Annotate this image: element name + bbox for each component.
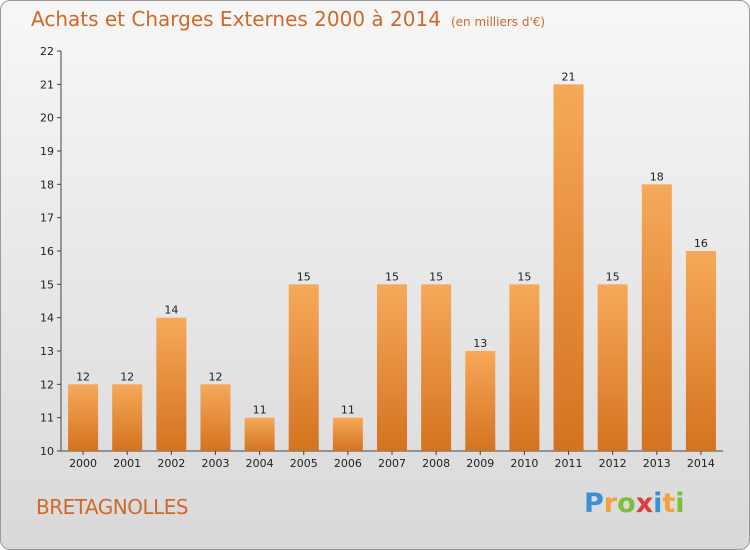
x-tick-label: 2001 [113, 457, 141, 470]
bar-2011 [553, 84, 584, 451]
logo-letter: r [603, 488, 618, 519]
place-name: BRETAGNOLLES [36, 495, 189, 519]
chart-subtitle: (en milliers d'€) [450, 15, 546, 29]
chart-bars [68, 84, 716, 452]
y-tick-label: 11 [40, 412, 54, 425]
data-label: 16 [694, 237, 708, 250]
data-label: 15 [429, 270, 443, 283]
y-tick-label: 22 [40, 45, 54, 58]
y-tick-label: 10 [40, 445, 54, 458]
logo-letter: P [584, 488, 604, 519]
y-tick-label: 14 [40, 312, 54, 325]
x-tick-label: 2005 [290, 457, 318, 470]
x-tick-label: 2013 [643, 457, 671, 470]
bar-2009 [465, 351, 496, 451]
bar-2005 [288, 284, 319, 451]
chart-data-labels: 12 12 14 12 11 15 11 15 15 13 15 21 15 18 16 [76, 70, 708, 416]
data-label: 15 [517, 270, 531, 283]
x-tick-label: 2012 [599, 457, 627, 470]
y-tick-label: 17 [40, 212, 54, 225]
bar-2010 [509, 284, 540, 451]
x-tick-label: 2006 [334, 457, 362, 470]
bar-2012 [597, 284, 628, 451]
data-label: 15 [385, 270, 399, 283]
x-tick-label: 2004 [246, 457, 274, 470]
logo-letter: o [617, 488, 636, 519]
bar-2002 [156, 317, 187, 451]
x-tick-label: 2011 [555, 457, 583, 470]
y-tick-label: 16 [40, 245, 54, 258]
logo-letter: x [635, 488, 654, 519]
data-label: 14 [164, 304, 178, 317]
x-tick-label: 2007 [378, 457, 406, 470]
x-tick-label: 2009 [466, 457, 494, 470]
y-tick-label: 13 [40, 345, 54, 358]
chart-axes: 10 11 12 13 14 15 16 17 18 19 20 21 22 2000 2001 2002 20… [40, 45, 723, 470]
bar-2001 [112, 384, 143, 451]
bar-2003 [200, 384, 231, 451]
chart-title: Achats et Charges Externes 2000 à 2014 (e… [31, 7, 545, 31]
x-tick-label: 2008 [422, 457, 450, 470]
x-tick-label: 2014 [687, 457, 715, 470]
bar-2000 [68, 384, 99, 451]
bar-2013 [641, 184, 672, 452]
y-tick-label: 18 [40, 178, 54, 191]
logo-letter: i [653, 488, 663, 519]
data-label: 11 [253, 404, 267, 417]
data-label: 18 [650, 170, 664, 183]
data-label: 12 [120, 370, 134, 383]
bar-2008 [421, 284, 452, 451]
logo-letter: t [662, 488, 676, 519]
data-label: 11 [341, 404, 355, 417]
x-tick-label: 2000 [69, 457, 97, 470]
x-tick-label: 2010 [510, 457, 538, 470]
bar-2014 [685, 251, 716, 451]
x-tick-label: 2003 [201, 457, 229, 470]
y-tick-label: 20 [40, 112, 54, 125]
data-label: 13 [473, 337, 487, 350]
y-tick-label: 12 [40, 378, 54, 391]
y-tick-label: 15 [40, 278, 54, 291]
proxiti-logo: Proxiti [584, 488, 685, 519]
data-label: 15 [606, 270, 620, 283]
data-label: 12 [76, 370, 90, 383]
data-label: 12 [208, 370, 222, 383]
y-tick-label: 21 [40, 78, 54, 91]
bar-2006 [332, 417, 363, 451]
bar-2007 [377, 284, 407, 451]
chart-title-text: Achats et Charges Externes 2000 à 2014 [31, 7, 441, 31]
data-label: 21 [562, 70, 576, 83]
bar-2004 [244, 417, 275, 451]
data-label: 15 [297, 270, 311, 283]
logo-letter: i [675, 488, 685, 519]
x-tick-label: 2002 [157, 457, 185, 470]
y-tick-label: 19 [40, 145, 54, 158]
